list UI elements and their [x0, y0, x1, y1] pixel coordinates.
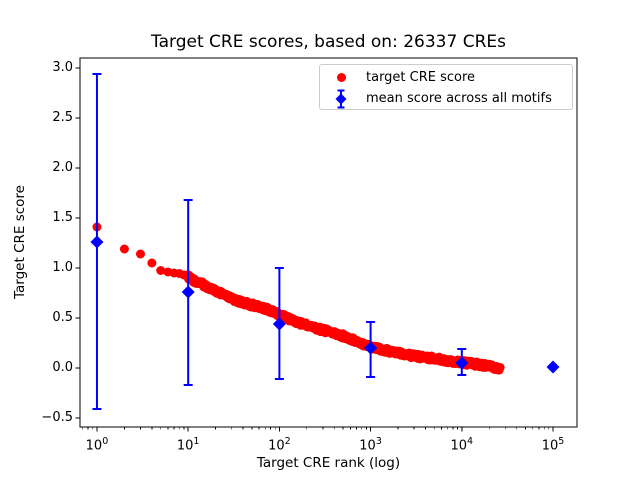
y-tick-label: 2.5	[52, 110, 73, 125]
legend-label-mean-score: mean score across all motifs	[366, 91, 552, 106]
y-tick-label: 0.0	[52, 360, 73, 375]
legend: target CRE score mean score across all m…	[319, 64, 573, 110]
legend-item-target-cre-score: target CRE score	[320, 67, 572, 88]
chart-title: Target CRE scores, based on: 26337 CREs	[151, 32, 506, 52]
x-tick-label: 104	[450, 436, 474, 454]
x-tick-label: 101	[176, 436, 200, 454]
red-circle-marker-icon	[320, 73, 362, 82]
legend-label-target-cre-score: target CRE score	[366, 70, 476, 85]
y-tick-label: 1.5	[52, 210, 73, 225]
y-tick-label: 1.0	[52, 260, 73, 275]
legend-item-mean-score: mean score across all motifs	[320, 88, 572, 109]
y-tick-label: 0.5	[52, 310, 73, 325]
x-axis-label: Target CRE rank (log)	[256, 455, 401, 471]
x-tick-label: 103	[359, 436, 382, 454]
y-tick-label: −0.5	[41, 410, 73, 425]
x-tick-label: 102	[268, 436, 291, 454]
x-tick-label: 105	[541, 436, 565, 454]
y-tick-label: 2.0	[52, 160, 73, 175]
x-tick-label: 100	[85, 436, 109, 454]
y-tick-label: 3.0	[52, 60, 73, 75]
blue-diamond-errorbar-marker-icon	[320, 89, 362, 109]
